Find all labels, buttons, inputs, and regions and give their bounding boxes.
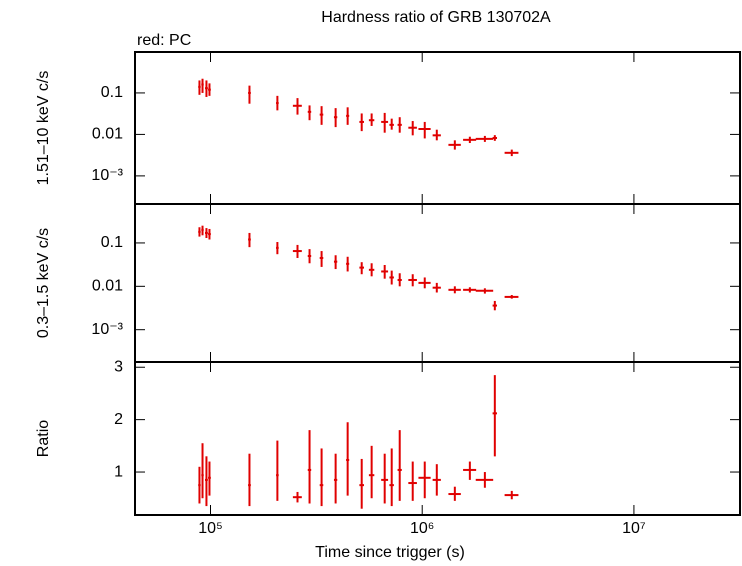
x-tick-label: 10⁶ bbox=[410, 520, 434, 537]
y-axis-label: 1.51–10 keV c/s bbox=[35, 71, 52, 186]
y-tick-label: 10⁻³ bbox=[91, 321, 123, 338]
annotation: red: PC bbox=[137, 32, 191, 49]
y-axis-label: Ratio bbox=[35, 420, 52, 457]
y-tick-label: 1 bbox=[114, 463, 123, 480]
x-tick-label: 10⁵ bbox=[198, 520, 222, 537]
y-tick-label: 10⁻³ bbox=[91, 167, 123, 184]
y-tick-label: 0.01 bbox=[92, 278, 123, 295]
plot-frame bbox=[134, 51, 741, 205]
chart-title: Hardness ratio of GRB 130702A bbox=[321, 9, 551, 26]
y-axis-label: 0.3–1.5 keV c/s bbox=[35, 228, 52, 338]
y-tick-label: 3 bbox=[114, 358, 123, 375]
y-tick-label: 0.01 bbox=[92, 126, 123, 143]
plot-frame bbox=[134, 361, 741, 516]
y-tick-label: 2 bbox=[114, 411, 123, 428]
x-axis-label: Time since trigger (s) bbox=[315, 544, 465, 561]
y-tick-label: 0.1 bbox=[101, 84, 123, 101]
y-tick-label: 0.1 bbox=[101, 234, 123, 251]
x-tick-label: 10⁷ bbox=[622, 520, 646, 537]
